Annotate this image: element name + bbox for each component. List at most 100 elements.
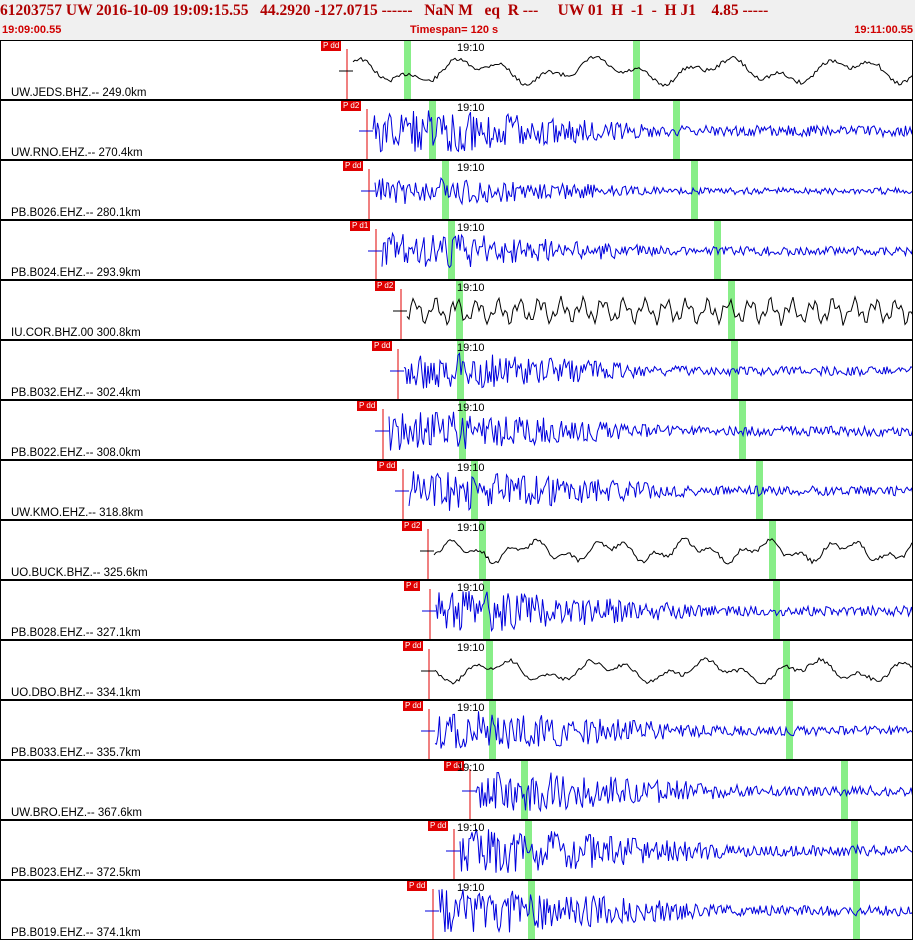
waveform-svg: [393, 281, 912, 339]
pick-flag[interactable]: P dd: [428, 821, 449, 831]
time-tick-label: 19:10: [457, 882, 485, 894]
waveform-svg: [421, 641, 912, 699]
station-channel-label: PB.B032.EHZ.-- 302.4km: [11, 387, 141, 399]
waveform-panel[interactable]: P dd 19:10 PB.B026.EHZ.-- 280.1km: [0, 160, 913, 220]
predicted-s-marker: [853, 881, 860, 939]
waveform-panel[interactable]: P dd 19:10 UW.KMO.EHZ.-- 318.8km: [0, 460, 913, 520]
time-tick-label: 19:10: [457, 102, 485, 114]
waveform-panel[interactable]: P dd 19:10 PB.B033.EHZ.-- 335.7km: [0, 700, 913, 760]
seismic-trace: [372, 110, 912, 153]
time-tick-label: 19:10: [457, 342, 485, 354]
predicted-s-marker: [769, 521, 776, 579]
station-channel-label: PB.B023.EHZ.-- 372.5km: [11, 867, 141, 879]
seismic-trace: [374, 177, 912, 206]
predicted-phase-marker: [456, 281, 463, 339]
waveform-svg: [361, 161, 912, 219]
predicted-s-marker: [739, 401, 746, 459]
station-channel-label: PB.B028.EHZ.-- 327.1km: [11, 627, 141, 639]
time-tick-label: 19:10: [457, 582, 485, 594]
waveform-panel[interactable]: P dd 19:10 PB.B032.EHZ.-- 302.4km: [0, 340, 913, 400]
time-tick-label: 19:10: [457, 642, 485, 654]
pick-flag[interactable]: P d2: [341, 101, 362, 111]
waveform-panel[interactable]: P d 19:10 PB.B028.EHZ.-- 327.1km: [0, 580, 913, 640]
time-tick-label: 19:10: [457, 462, 485, 474]
seismic-trace: [406, 294, 912, 327]
station-channel-label: UO.DBO.BHZ.-- 334.1km: [11, 687, 141, 699]
waveform-svg: [421, 701, 912, 759]
pick-flag[interactable]: P dd: [403, 701, 424, 711]
station-channel-label: PB.B019.EHZ.-- 374.1km: [11, 927, 141, 939]
pick-flag[interactable]: P dd: [372, 341, 393, 351]
waveform-panel[interactable]: P dd 19:10 UW.BRO.EHZ.-- 367.6km: [0, 760, 913, 820]
waveform-svg: [359, 101, 912, 159]
predicted-phase-marker: [525, 821, 532, 879]
predicted-phase-marker: [521, 761, 528, 819]
predicted-phase-marker: [483, 581, 490, 639]
waveform-panel[interactable]: P d2 19:10 UO.BUCK.BHZ.-- 325.6km: [0, 520, 913, 580]
predicted-phase-marker: [471, 461, 478, 519]
station-channel-label: UO.BUCK.BHZ.-- 325.6km: [11, 567, 148, 579]
predicted-phase-marker: [459, 401, 466, 459]
waveform-svg: [420, 521, 912, 579]
waveform-svg: [462, 761, 912, 819]
predicted-phase-marker: [489, 701, 496, 759]
station-channel-label: IU.COR.BHZ.00 300.8km: [11, 327, 141, 339]
predicted-s-marker: [786, 701, 793, 759]
station-channel-label: UW.RNO.EHZ.-- 270.4km: [11, 147, 143, 159]
end-time-label: 19:11:00.55: [854, 24, 913, 36]
seismic-trace: [408, 471, 912, 511]
pick-flag[interactable]: P d1: [350, 221, 371, 231]
waveform-panel[interactable]: P dd 19:10 PB.B019.EHZ.-- 374.1km: [0, 880, 913, 940]
pick-flag[interactable]: P d: [404, 581, 420, 591]
seismic-trace: [381, 231, 912, 269]
waveform-panel[interactable]: P d2 19:10 UW.RNO.EHZ.-- 270.4km: [0, 100, 913, 160]
seismic-trace: [438, 889, 912, 933]
waveform-panel[interactable]: P dd 19:10 UW.JEDS.BHZ.-- 249.0km: [0, 40, 913, 100]
station-channel-label: PB.B033.EHZ.-- 335.7km: [11, 747, 141, 759]
time-tick-label: 19:10: [457, 702, 485, 714]
event-summary-line: 61203757 UW 2016-10-09 19:09:15.55 44.29…: [0, 2, 769, 19]
waveform-panel[interactable]: P d2 19:10 IU.COR.BHZ.00 300.8km: [0, 280, 913, 340]
seismic-trace: [433, 537, 912, 565]
waveform-svg: [390, 341, 912, 399]
seismic-trace: [434, 657, 912, 685]
waveform-svg: [395, 461, 912, 519]
waveform-panel[interactable]: P d1 19:10 PB.B024.EHZ.-- 293.9km: [0, 220, 913, 280]
pick-flag[interactable]: P dd: [403, 641, 424, 651]
waveform-panel-list[interactable]: P dd 19:10 UW.JEDS.BHZ.-- 249.0km P d2 19:10…: [0, 40, 915, 940]
pick-flag[interactable]: P dd: [321, 41, 342, 51]
pick-flag[interactable]: P dd: [444, 761, 465, 771]
pick-flag[interactable]: P dd: [377, 461, 398, 471]
predicted-phase-marker: [528, 881, 535, 939]
pick-flag[interactable]: P d2: [375, 281, 396, 291]
waveform-panel[interactable]: P dd 19:10 UO.DBO.BHZ.-- 334.1km: [0, 640, 913, 700]
event-header: 61203757 UW 2016-10-09 19:09:15.55 44.29…: [0, 0, 915, 40]
time-tick-label: 19:10: [457, 162, 485, 174]
timespan-label: Timespan= 120 s: [410, 24, 499, 36]
seismic-trace: [388, 411, 912, 451]
pick-flag[interactable]: P dd: [407, 881, 428, 891]
predicted-s-marker: [773, 581, 780, 639]
predicted-phase-marker: [486, 641, 493, 699]
station-channel-label: UW.BRO.EHZ.-- 367.6km: [11, 807, 142, 819]
pick-flag[interactable]: P d2: [402, 521, 423, 531]
predicted-phase-marker: [479, 521, 486, 579]
station-channel-label: PB.B024.EHZ.-- 293.9km: [11, 267, 141, 279]
station-channel-label: UW.JEDS.BHZ.-- 249.0km: [11, 87, 147, 99]
predicted-phase-marker: [442, 161, 449, 219]
seismic-trace: [352, 55, 912, 87]
seismic-trace: [435, 591, 912, 633]
seismic-trace: [403, 352, 912, 389]
time-tick-label: 19:10: [457, 42, 485, 54]
pick-flag[interactable]: P dd: [357, 401, 378, 411]
waveform-panel[interactable]: P dd 19:10 PB.B023.EHZ.-- 372.5km: [0, 820, 913, 880]
station-channel-label: UW.KMO.EHZ.-- 318.8km: [11, 507, 144, 519]
predicted-s-marker: [673, 101, 680, 159]
waveform-svg: [368, 221, 912, 279]
waveform-svg: [339, 41, 912, 99]
waveform-panel[interactable]: P dd 19:10 PB.B022.EHZ.-- 308.0km: [0, 400, 913, 460]
predicted-s-marker: [633, 41, 640, 99]
start-time-label: 19:09:00.55: [2, 24, 62, 36]
seismic-trace: [475, 771, 912, 813]
pick-flag[interactable]: P dd: [343, 161, 364, 171]
